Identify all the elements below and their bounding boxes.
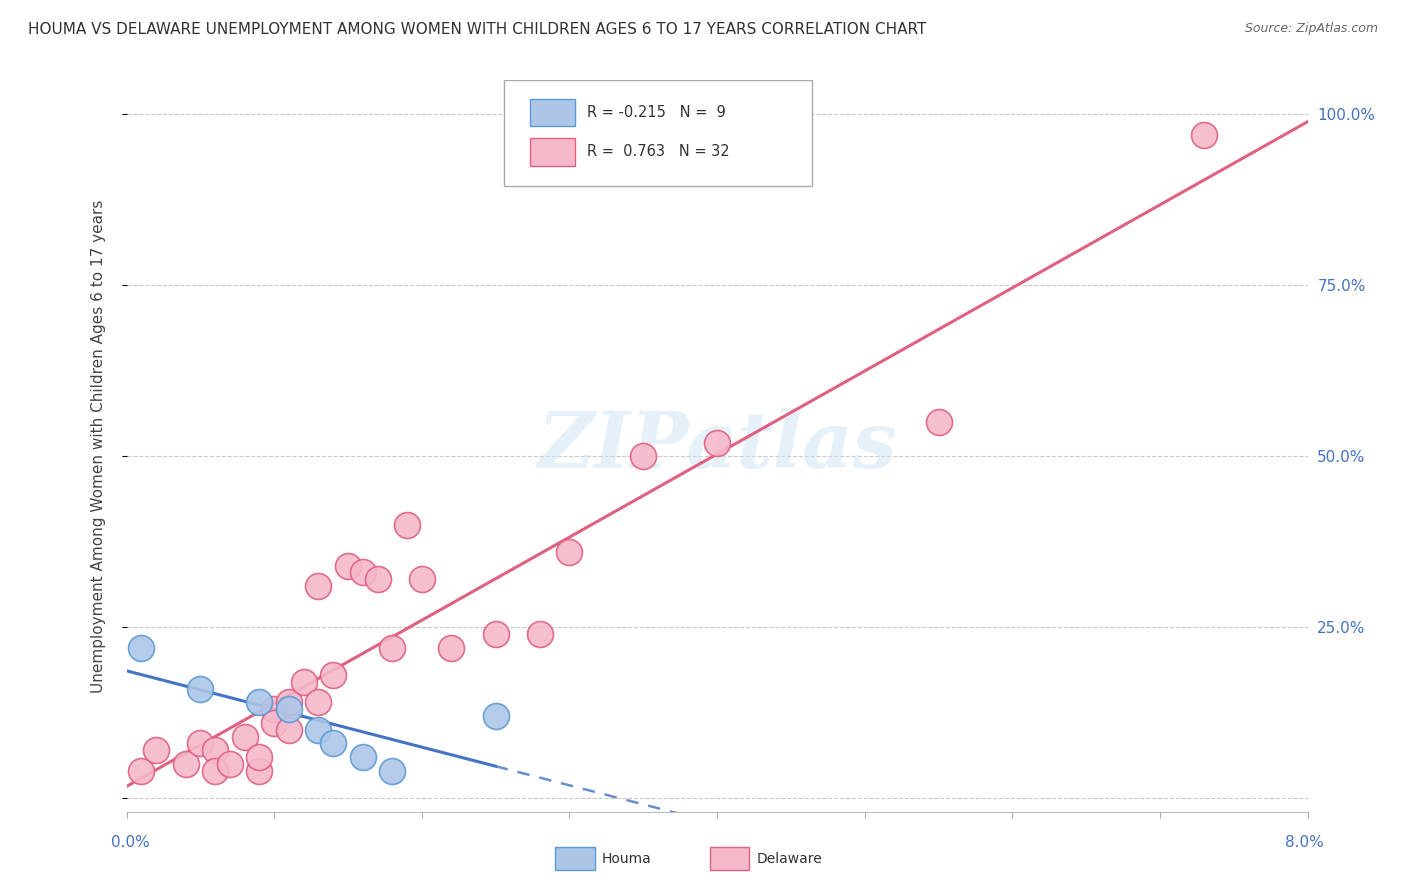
Point [188, 736, 211, 750]
Text: Delaware: Delaware [756, 852, 823, 866]
Bar [530, 138, 575, 166]
Text: Source: ZipAtlas.com: Source: ZipAtlas.com [1244, 22, 1378, 36]
Point [484, 627, 508, 641]
Point [219, 756, 242, 771]
Point [633, 449, 655, 463]
Point [352, 750, 374, 764]
Text: ZIPatlas: ZIPatlas [537, 408, 897, 484]
Point [307, 579, 329, 593]
Point [278, 695, 301, 709]
FancyBboxPatch shape [505, 80, 811, 186]
Y-axis label: Unemployment Among Women with Children Ages 6 to 17 years: Unemployment Among Women with Children A… [91, 199, 105, 693]
Point [292, 674, 315, 689]
Point [307, 695, 329, 709]
Point [484, 709, 508, 723]
Point [440, 640, 463, 655]
Point [381, 764, 404, 778]
Point [706, 435, 728, 450]
Text: Houma: Houma [602, 852, 651, 866]
Text: R =  0.763   N = 32: R = 0.763 N = 32 [588, 145, 730, 160]
Point [307, 723, 329, 737]
Bar [530, 99, 575, 127]
Point [129, 764, 153, 778]
Point [278, 723, 301, 737]
Text: 8.0%: 8.0% [1285, 836, 1324, 850]
Point [145, 743, 167, 757]
Text: HOUMA VS DELAWARE UNEMPLOYMENT AMONG WOMEN WITH CHILDREN AGES 6 TO 17 YEARS CORR: HOUMA VS DELAWARE UNEMPLOYMENT AMONG WOM… [28, 22, 927, 37]
Point [174, 756, 197, 771]
Point [204, 764, 226, 778]
Text: R = -0.215   N =  9: R = -0.215 N = 9 [588, 105, 725, 120]
Point [322, 736, 344, 750]
Point [928, 415, 950, 429]
Point [396, 517, 419, 532]
Point [263, 715, 285, 730]
Point [188, 681, 211, 696]
Point [278, 702, 301, 716]
Point [263, 702, 285, 716]
Point [1192, 128, 1215, 142]
Point [247, 750, 270, 764]
Point [558, 545, 581, 559]
Text: 0.0%: 0.0% [111, 836, 150, 850]
Point [322, 668, 344, 682]
Point [233, 730, 256, 744]
Point [247, 764, 270, 778]
Point [381, 640, 404, 655]
Point [529, 627, 551, 641]
Point [204, 743, 226, 757]
Point [366, 572, 388, 586]
Point [352, 566, 374, 580]
Point [337, 558, 360, 573]
Point [247, 695, 270, 709]
Point [411, 572, 433, 586]
Point [129, 640, 153, 655]
